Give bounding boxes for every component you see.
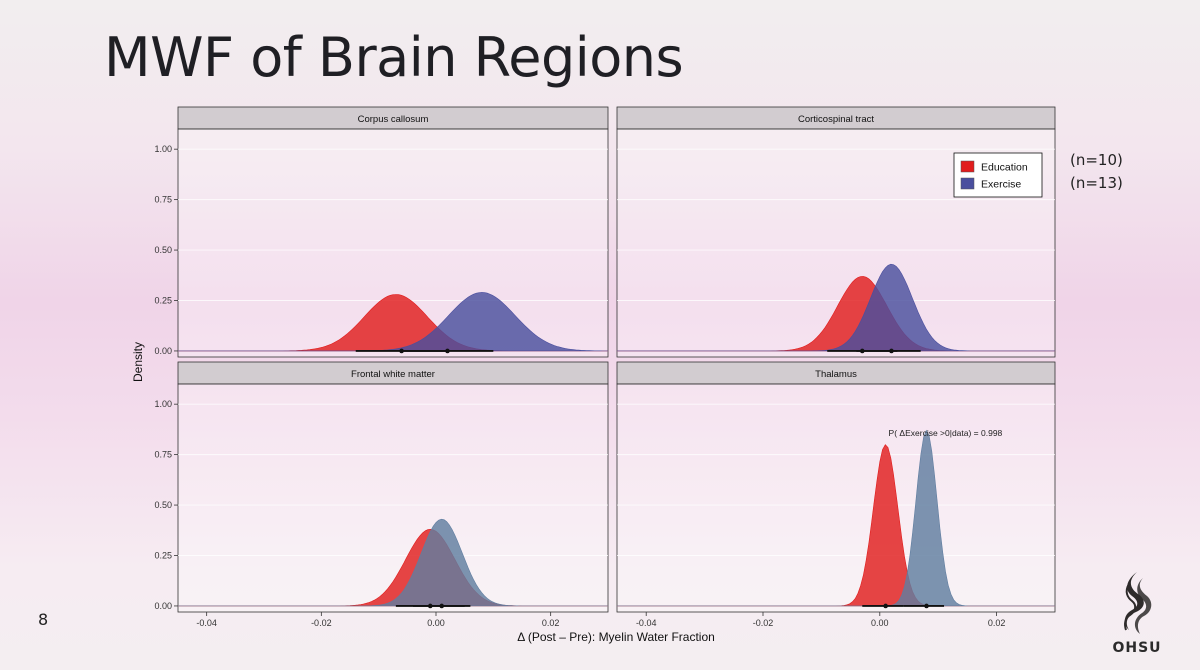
point-exercise: [924, 603, 929, 609]
ohsu-flame-icon: [1124, 572, 1152, 634]
density-group: [178, 518, 608, 607]
point-exercise: [889, 348, 894, 354]
legend-box: [953, 152, 1043, 198]
y-tick-label: 0.25: [154, 551, 172, 561]
panel-corpus-callosum: Corpus callosum 0.00 0.25 0.50 0.75 1.00: [154, 106, 609, 358]
point-exercise: [445, 348, 450, 354]
ohsu-logo-text: OHSU: [1112, 640, 1162, 656]
slide-number: 8: [38, 610, 49, 629]
education-sample-size: (n=10): [1070, 151, 1123, 169]
y-tick-label: 0.25: [154, 296, 172, 306]
x-tick-label: 0.00: [427, 618, 445, 628]
y-tick-label: 0.75: [154, 195, 172, 205]
x-tick-label: -0.02: [753, 618, 774, 628]
x-tick-label: 0.00: [871, 618, 889, 628]
legend-label-exercise: Exercise: [981, 179, 1021, 191]
slide-title: MWF of Brain Regions: [104, 26, 684, 89]
x-tick-label: -0.04: [636, 618, 657, 628]
y-tick-label: 0.75: [154, 450, 172, 460]
density-exercise: [617, 263, 1055, 352]
y-tick-label: 0.50: [154, 245, 172, 255]
y-tick-label: 0.50: [154, 500, 172, 510]
panel-frontal-white-matter: Frontal white matter 0.00 0.25 0.50 0.75 1.00…: [154, 361, 609, 628]
panel-title: Thalamus: [815, 369, 857, 380]
density-exercise: [178, 292, 608, 352]
panel-title: Frontal white matter: [351, 369, 435, 380]
y-axis-title: Density: [131, 342, 145, 382]
x-axis-title: Δ (Post – Pre): Myelin Water Fraction: [517, 630, 715, 644]
legend-swatch-exercise: [960, 177, 975, 190]
density-exercise: [617, 429, 1055, 607]
density-group: [617, 263, 1055, 352]
density-exercise: [178, 518, 608, 607]
panel-thalamus: Thalamus -0.04 -0.02 0.00 0.02 P( ΔExercise >…: [616, 361, 1056, 628]
ohsu-logo: OHSU: [1102, 568, 1172, 660]
panel-plot-area: [616, 383, 1056, 613]
x-tick-label: 0.02: [542, 618, 560, 628]
point-education: [883, 603, 888, 609]
density-group: [178, 292, 608, 352]
legend-label-education: Education: [981, 162, 1028, 174]
chart-legend: Education Exercise: [953, 152, 1043, 198]
x-tick-label: -0.04: [196, 618, 217, 628]
x-tick-label: 0.02: [988, 618, 1006, 628]
density-group: [617, 429, 1055, 607]
point-exercise: [439, 603, 445, 609]
panel-plot-area: [177, 383, 609, 613]
panel-annotation: P( ΔExercise >0|data) = 0.998: [889, 428, 1003, 438]
exercise-sample-size: (n=13): [1070, 174, 1123, 192]
panel-corticospinal-tract: Corticospinal tract: [616, 106, 1056, 358]
y-tick-label: 1.00: [154, 399, 172, 409]
panel-title: Corticospinal tract: [798, 114, 874, 125]
y-tick-label: 0.00: [154, 346, 172, 356]
x-tick-label: -0.02: [311, 618, 332, 628]
legend-swatch-education: [960, 160, 975, 173]
y-tick-label: 1.00: [154, 144, 172, 154]
panel-title: Corpus callosum: [358, 114, 429, 125]
y-tick-label: 0.00: [154, 601, 172, 611]
